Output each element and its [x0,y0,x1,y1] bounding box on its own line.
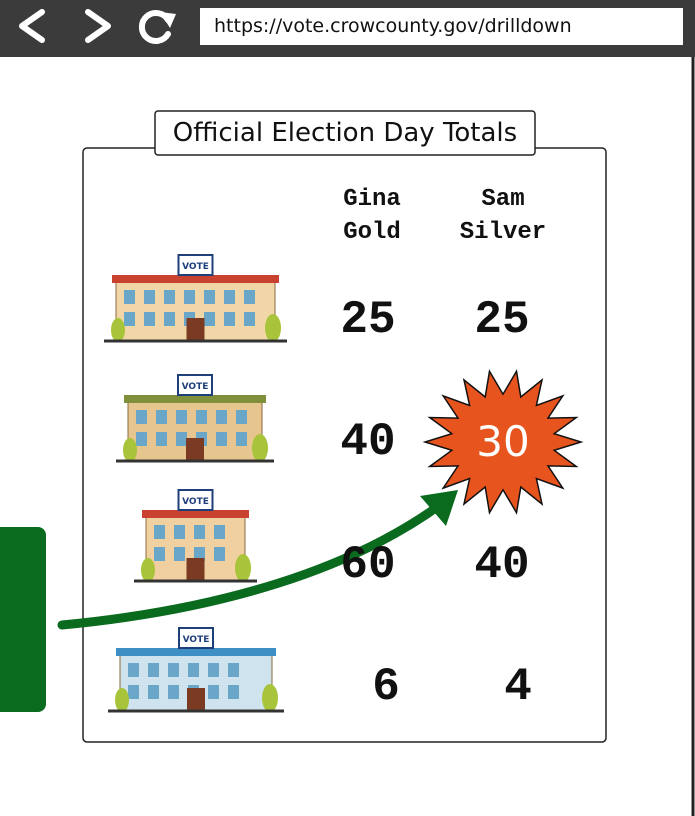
window [176,410,187,424]
cell: 60 [298,540,438,590]
window [164,290,175,304]
window [124,312,135,326]
window [168,685,179,699]
building-roof [112,275,279,283]
vote-sign-text: VOTE [182,382,209,392]
cell: 4 [448,662,588,712]
cell: 6 [316,662,456,712]
window [144,312,155,326]
bush [235,554,251,582]
window [136,432,147,446]
cell: 40 [298,417,438,467]
window [214,525,225,539]
window [124,290,135,304]
bush [111,318,125,342]
window [236,432,247,446]
window [216,410,227,424]
door [187,558,205,580]
window [204,312,215,326]
window [236,410,247,424]
window [148,663,159,677]
building-roof [124,395,266,403]
window [244,312,255,326]
bush [262,684,278,712]
side-panel [0,527,46,712]
vote-sign-text: VOTE [182,497,209,507]
window [174,525,185,539]
building-roof [142,510,249,518]
window [136,410,147,424]
building-roof [116,648,276,656]
title: Official Election Day Totals [155,111,535,155]
bush [252,434,268,462]
bush [115,688,129,712]
window [224,312,235,326]
window [216,432,227,446]
door [186,438,204,460]
window [224,290,235,304]
window [184,290,195,304]
window [228,685,239,699]
window [214,547,225,561]
window [228,663,239,677]
column-header: Sam Silver [448,183,558,249]
highlighted-cell: 30 [433,417,573,467]
window [204,290,215,304]
url: https://vote.crowcounty.gov/drilldown [214,12,572,40]
window [208,685,219,699]
window [208,663,219,677]
door [187,688,205,710]
page: {"browser": {"url": "https://vote.crowco… [0,0,695,816]
window [144,290,155,304]
window [128,685,139,699]
window [154,525,165,539]
window [196,410,207,424]
door [187,318,205,340]
window [148,685,159,699]
cell: 40 [432,540,572,590]
column-header: Gina Gold [317,183,427,249]
window [164,312,175,326]
window [156,410,167,424]
bush [265,314,281,342]
bush [123,438,137,462]
cell: 25 [432,295,572,345]
window [168,663,179,677]
window [156,432,167,446]
window [194,525,205,539]
vote-sign-text: VOTE [183,635,210,645]
cell: 25 [298,295,438,345]
bush [141,558,155,582]
window [188,663,199,677]
window [174,547,185,561]
window [154,547,165,561]
window [244,290,255,304]
window [176,432,187,446]
window [128,663,139,677]
vote-sign-text: VOTE [182,262,209,272]
